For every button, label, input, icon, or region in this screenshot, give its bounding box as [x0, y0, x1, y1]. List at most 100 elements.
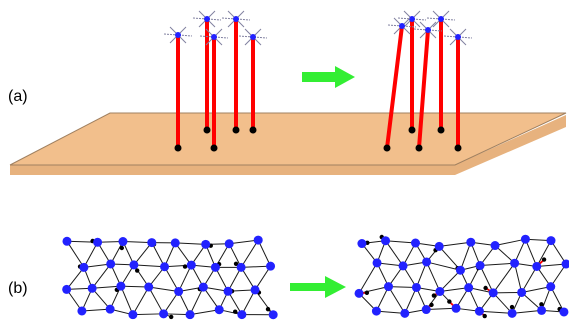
network-node	[422, 257, 432, 267]
network-node	[128, 310, 138, 320]
network-bond	[132, 313, 164, 316]
network-node	[147, 238, 157, 248]
network-node	[384, 282, 394, 292]
network-bond	[241, 265, 271, 268]
network-node	[537, 305, 547, 315]
network-node	[106, 259, 116, 269]
right-arrow-icon	[290, 276, 346, 298]
network-node	[62, 236, 72, 246]
network-node	[488, 288, 498, 298]
rod-anchor	[408, 126, 416, 134]
network-bond	[375, 286, 389, 312]
network-node	[517, 287, 527, 297]
network-bond	[91, 287, 111, 310]
network-bond	[81, 308, 111, 312]
network-bond	[385, 240, 416, 244]
network-bond	[514, 263, 523, 293]
rod-top-node	[250, 34, 256, 40]
network-node	[105, 304, 115, 314]
rod-anchor	[203, 126, 211, 134]
network-bond	[536, 263, 567, 267]
network-node	[451, 303, 461, 313]
rod	[385, 24, 404, 150]
network-node	[201, 239, 211, 249]
network-node	[357, 239, 367, 249]
network-bond	[133, 264, 165, 268]
rod-crossbar	[413, 28, 443, 32]
rod-crossbar	[426, 17, 456, 21]
rod-array-tilted	[383, 10, 473, 152]
panel-label-a: (a)	[8, 88, 28, 105]
network-bond	[151, 242, 165, 267]
network-bond	[164, 266, 180, 292]
network-node	[250, 285, 260, 295]
rod-array-upright	[163, 10, 268, 152]
network-node	[116, 281, 126, 291]
network-node	[186, 260, 196, 270]
network-bond	[479, 310, 513, 314]
network-node	[93, 237, 103, 247]
rod-anchor	[415, 144, 423, 152]
network-node	[561, 259, 569, 269]
network-node	[507, 308, 517, 318]
network-node	[421, 305, 431, 315]
network-anchor	[431, 293, 437, 298]
network-node	[546, 282, 556, 292]
network-node	[490, 241, 500, 251]
network-bond	[122, 241, 152, 244]
rod-top-node	[438, 16, 444, 22]
network-bond	[189, 309, 220, 316]
network-node	[546, 236, 556, 246]
network-anchor	[539, 302, 544, 307]
network-node	[223, 286, 233, 296]
network-node	[354, 288, 364, 298]
network-node	[118, 237, 128, 247]
network-bond	[120, 285, 134, 315]
network-bond	[388, 286, 406, 314]
rod-crossbar	[199, 35, 229, 39]
network-node	[268, 310, 278, 320]
network-node	[198, 282, 208, 292]
network-initial	[62, 235, 278, 320]
network-node	[159, 309, 169, 319]
network-node	[170, 238, 180, 248]
network-bond	[229, 239, 259, 245]
rod-top-node	[211, 34, 217, 40]
network-node	[455, 265, 465, 275]
network-bond	[133, 242, 153, 266]
rod-anchor	[174, 144, 182, 152]
network-anchor	[541, 257, 547, 262]
network-bond	[521, 286, 551, 293]
network-node	[411, 282, 421, 292]
network-node	[253, 235, 263, 245]
network-node	[174, 286, 184, 296]
network-bond	[358, 262, 378, 294]
rod-crossbar	[397, 17, 427, 21]
network-bond	[120, 285, 149, 288]
network-bond	[494, 238, 526, 247]
network-bond	[66, 267, 85, 290]
network-bond	[492, 262, 516, 294]
network-node	[520, 234, 530, 244]
network-bond	[439, 269, 461, 292]
network-bond	[550, 286, 565, 313]
network-bond	[254, 265, 271, 291]
network-node	[160, 262, 170, 272]
network-bond	[376, 310, 405, 314]
network-bond	[521, 266, 538, 293]
network-anchor	[232, 309, 238, 314]
network-bond	[148, 286, 179, 292]
network-node	[372, 258, 382, 268]
network-bond	[91, 263, 112, 289]
network-node	[185, 310, 195, 320]
network-bond	[202, 286, 220, 310]
network-node	[398, 261, 408, 271]
network-bond	[241, 289, 256, 315]
network-bond	[388, 286, 417, 288]
network-anchor	[429, 302, 434, 308]
rod-top-node	[204, 16, 210, 22]
network-relaxed	[354, 234, 569, 319]
rod-crossbar	[192, 17, 222, 21]
network-node	[87, 283, 97, 293]
